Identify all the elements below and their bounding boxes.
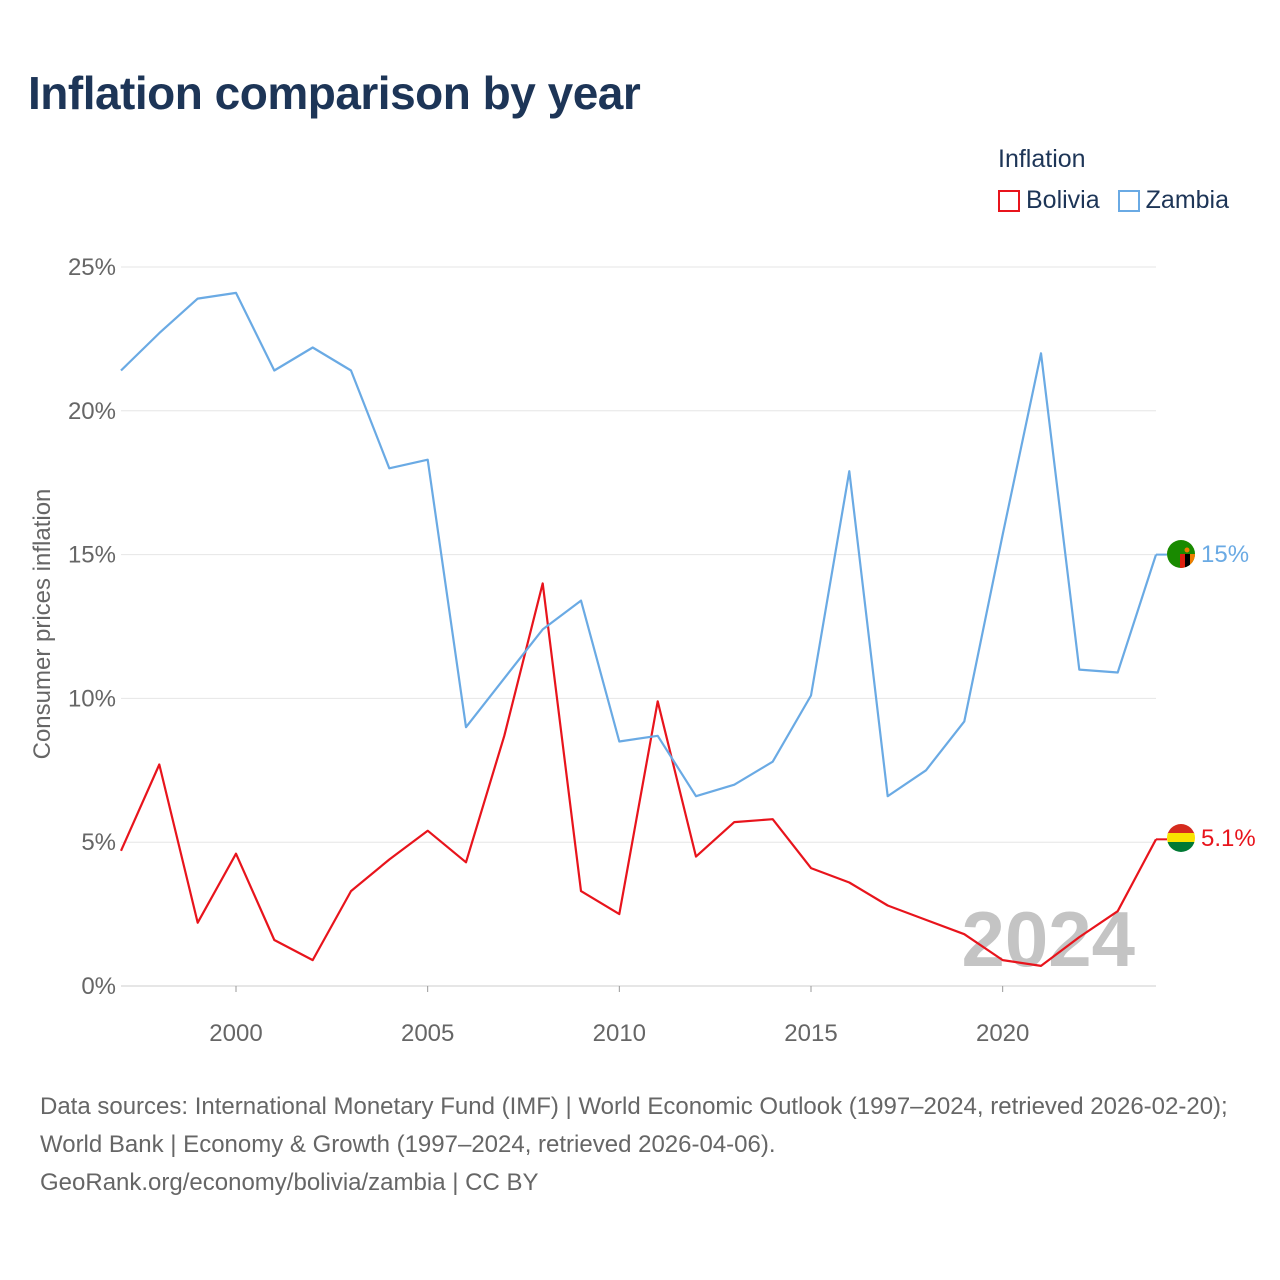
y-tick-label: 5% [81,829,116,856]
y-tick-label: 0% [81,973,116,1000]
legend-label-zambia: Zambia [1145,186,1230,214]
attribution-link[interactable]: GeoRank.org/economy/bolivia/zambia | CC … [40,1169,539,1196]
footer: Data sources: International Monetary Fun… [40,1088,1250,1202]
series-lines [119,291,1167,968]
x-tick-label: 2005 [401,1020,454,1047]
legend-title: Inflation [998,145,1086,173]
legend: Bolivia Zambia [998,186,1247,215]
y-axis-label: Consumer prices inflation [29,489,56,760]
year-watermark: 2024 [961,895,1135,983]
x-tick-label: 2010 [593,1020,646,1047]
legend-swatch-bolivia [998,189,1020,212]
zambia-flag-icon [1167,540,1195,568]
y-tick-label: 25% [68,254,116,281]
legend-label-bolivia: Bolivia [1026,186,1100,214]
gridlines [121,266,1156,987]
series-line-bolivia[interactable] [119,582,1157,968]
y-tick-label: 10% [68,685,116,712]
x-tick-label: 2015 [784,1020,837,1047]
end-label-zambia: 15% [1201,541,1249,568]
legend-swatch-zambia [1117,189,1140,212]
x-tick-label: 2000 [209,1020,262,1047]
y-tick-label: 15% [68,542,116,569]
data-sources: Data sources: International Monetary Fun… [40,1093,1228,1158]
bolivia-flag-icon [1167,824,1195,852]
legend-item-zambia[interactable]: Zambia [1117,186,1230,215]
chart-title: Inflation comparison by year [28,67,641,119]
y-tick-label: 20% [68,398,116,425]
x-axis-ticks: 2000 2005 2010 2015 2020 [209,986,1029,1047]
line-chart: 0% 5% 10% 15% 20% 25% 2000 2005 2010 2015 2020 20… [29,254,1256,1047]
x-tick-label: 2020 [976,1020,1029,1047]
series-line-zambia[interactable] [120,291,1158,798]
end-label-bolivia: 5.1% [1201,825,1256,852]
y-axis-ticks: 0% 5% 10% 15% 20% 25% [68,254,116,1000]
legend-item-bolivia[interactable]: Bolivia [998,186,1100,215]
